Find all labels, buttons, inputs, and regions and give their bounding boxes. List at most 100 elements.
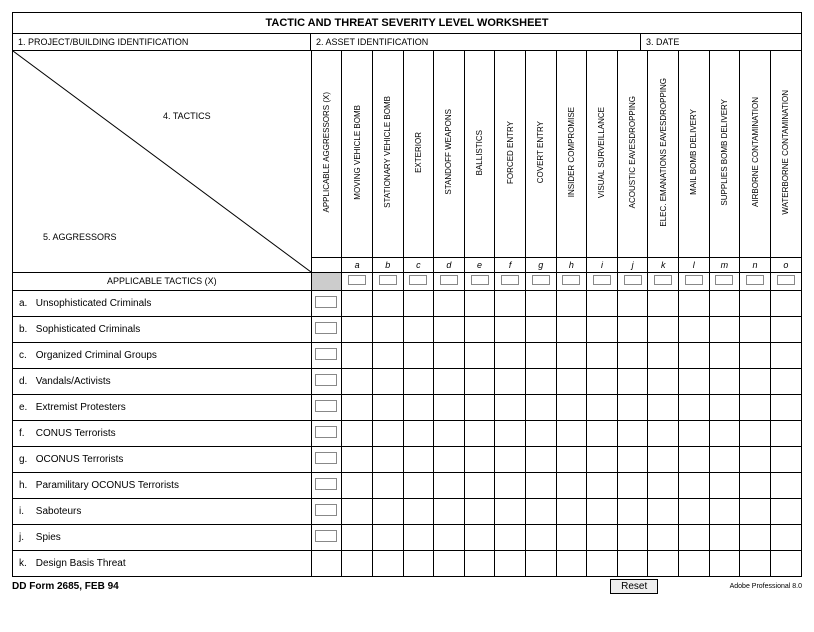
grid-cell[interactable]: [740, 550, 771, 576]
grid-cell[interactable]: [556, 290, 587, 316]
grid-cell[interactable]: [403, 394, 434, 420]
grid-cell[interactable]: [587, 524, 618, 550]
grid-cell[interactable]: [556, 446, 587, 472]
reset-button[interactable]: Reset: [610, 579, 658, 594]
grid-cell[interactable]: [648, 498, 679, 524]
grid-cell[interactable]: [525, 524, 556, 550]
tactic-box[interactable]: [648, 272, 679, 290]
grid-cell[interactable]: [342, 524, 373, 550]
grid-cell[interactable]: [679, 498, 710, 524]
grid-cell[interactable]: [709, 342, 740, 368]
grid-cell[interactable]: [525, 316, 556, 342]
tactic-box[interactable]: [617, 272, 648, 290]
grid-cell[interactable]: [679, 316, 710, 342]
aggressor-checkbox[interactable]: [311, 498, 342, 524]
grid-cell[interactable]: [434, 394, 465, 420]
grid-cell[interactable]: [770, 342, 801, 368]
grid-cell[interactable]: [434, 342, 465, 368]
grid-cell[interactable]: [679, 290, 710, 316]
grid-cell[interactable]: [525, 550, 556, 576]
grid-cell[interactable]: [740, 394, 771, 420]
grid-cell[interactable]: [495, 316, 526, 342]
grid-cell[interactable]: [342, 446, 373, 472]
grid-cell[interactable]: [648, 420, 679, 446]
grid-cell[interactable]: [525, 290, 556, 316]
grid-cell[interactable]: [556, 498, 587, 524]
grid-cell[interactable]: [434, 498, 465, 524]
grid-cell[interactable]: [525, 368, 556, 394]
grid-cell[interactable]: [525, 498, 556, 524]
aggressor-checkbox[interactable]: [311, 342, 342, 368]
grid-cell[interactable]: [525, 472, 556, 498]
grid-cell[interactable]: [495, 524, 526, 550]
grid-cell[interactable]: [464, 550, 495, 576]
grid-cell[interactable]: [556, 368, 587, 394]
grid-cell[interactable]: [617, 472, 648, 498]
grid-cell[interactable]: [587, 316, 618, 342]
grid-cell[interactable]: [372, 368, 403, 394]
aggressor-checkbox[interactable]: [311, 472, 342, 498]
grid-cell[interactable]: [464, 446, 495, 472]
grid-cell[interactable]: [617, 290, 648, 316]
grid-cell[interactable]: [434, 524, 465, 550]
grid-cell[interactable]: [464, 290, 495, 316]
tactic-box[interactable]: [464, 272, 495, 290]
grid-cell[interactable]: [648, 342, 679, 368]
grid-cell[interactable]: [587, 342, 618, 368]
tactic-box[interactable]: [403, 272, 434, 290]
grid-cell[interactable]: [464, 368, 495, 394]
grid-cell[interactable]: [679, 550, 710, 576]
grid-cell[interactable]: [556, 342, 587, 368]
grid-cell[interactable]: [372, 394, 403, 420]
grid-cell[interactable]: [403, 472, 434, 498]
grid-cell[interactable]: [740, 368, 771, 394]
grid-cell[interactable]: [770, 290, 801, 316]
grid-cell[interactable]: [556, 472, 587, 498]
grid-cell[interactable]: [617, 316, 648, 342]
tactic-box[interactable]: [434, 272, 465, 290]
grid-cell[interactable]: [770, 394, 801, 420]
grid-cell[interactable]: [709, 290, 740, 316]
aggressor-checkbox[interactable]: [311, 446, 342, 472]
grid-cell[interactable]: [495, 472, 526, 498]
grid-cell[interactable]: [617, 394, 648, 420]
grid-cell[interactable]: [464, 316, 495, 342]
grid-cell[interactable]: [587, 472, 618, 498]
grid-cell[interactable]: [372, 524, 403, 550]
grid-cell[interactable]: [495, 550, 526, 576]
grid-cell[interactable]: [403, 290, 434, 316]
grid-cell[interactable]: [556, 524, 587, 550]
grid-cell[interactable]: [342, 498, 373, 524]
grid-cell[interactable]: [709, 420, 740, 446]
grid-cell[interactable]: [587, 498, 618, 524]
grid-cell[interactable]: [342, 342, 373, 368]
grid-cell[interactable]: [770, 524, 801, 550]
tactic-box[interactable]: [679, 272, 710, 290]
grid-cell[interactable]: [495, 420, 526, 446]
grid-cell[interactable]: [587, 550, 618, 576]
grid-cell[interactable]: [770, 420, 801, 446]
aggressor-checkbox[interactable]: [311, 420, 342, 446]
grid-cell[interactable]: [556, 394, 587, 420]
tactic-box[interactable]: [740, 272, 771, 290]
grid-cell[interactable]: [709, 316, 740, 342]
grid-cell[interactable]: [434, 472, 465, 498]
grid-cell[interactable]: [403, 420, 434, 446]
grid-cell[interactable]: [434, 368, 465, 394]
grid-cell[interactable]: [648, 316, 679, 342]
grid-cell[interactable]: [648, 368, 679, 394]
grid-cell[interactable]: [495, 290, 526, 316]
grid-cell[interactable]: [556, 420, 587, 446]
grid-cell[interactable]: [770, 316, 801, 342]
grid-cell[interactable]: [679, 420, 710, 446]
grid-cell[interactable]: [648, 290, 679, 316]
grid-cell[interactable]: [464, 498, 495, 524]
grid-cell[interactable]: [342, 316, 373, 342]
grid-cell[interactable]: [679, 342, 710, 368]
grid-cell[interactable]: [342, 420, 373, 446]
grid-cell[interactable]: [525, 420, 556, 446]
grid-cell[interactable]: [740, 420, 771, 446]
grid-cell[interactable]: [587, 394, 618, 420]
grid-cell[interactable]: [770, 472, 801, 498]
grid-cell[interactable]: [495, 394, 526, 420]
